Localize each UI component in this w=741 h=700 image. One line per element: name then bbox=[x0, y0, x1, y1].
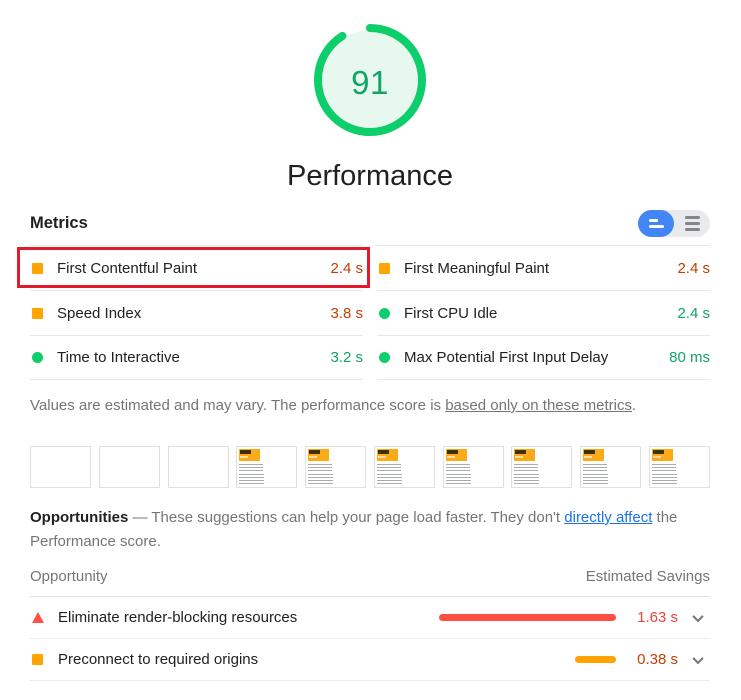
filmstrip bbox=[30, 446, 710, 488]
chevron-down-icon[interactable] bbox=[692, 652, 704, 664]
page-title: Performance bbox=[286, 160, 453, 192]
thumbnail-text-lines bbox=[308, 474, 334, 485]
filmstrip-frame bbox=[648, 446, 710, 488]
opportunity-column-header: Opportunity bbox=[30, 568, 108, 585]
lighthouse-performance-report: 91 Performance Metrics First Contentful … bbox=[0, 24, 741, 681]
metric-item: First CPU Idle 2.4 s bbox=[377, 290, 710, 335]
opportunities-description: Opportunities — These suggestions can he… bbox=[30, 506, 710, 554]
filmstrip-frame bbox=[98, 446, 160, 488]
performance-gauge[interactable]: 91 bbox=[314, 24, 426, 141]
metric-label: First Meaningful Paint bbox=[404, 259, 550, 277]
savings-value: 1.63 s bbox=[637, 609, 678, 626]
metrics-grid: First Contentful Paint 2.4 s First Meani… bbox=[17, 245, 710, 380]
scoring-metrics-link[interactable]: based only on these metrics bbox=[445, 397, 632, 414]
savings-sparkline bbox=[431, 614, 616, 621]
estimated-savings-column-header: Estimated Savings bbox=[585, 568, 710, 585]
metrics-heading: Metrics bbox=[30, 214, 88, 232]
opportunities-desc-text: — These suggestions can help your page l… bbox=[128, 509, 565, 526]
metric-rating-icon bbox=[379, 262, 390, 274]
thumbnail-text-lines bbox=[514, 464, 539, 472]
disclaimer-text: Values are estimated and may vary. The p… bbox=[30, 397, 446, 414]
thumbnail-page-header bbox=[308, 449, 330, 461]
metric-value: 2.4 s bbox=[330, 259, 363, 277]
opportunity-label: Preconnect to required origins bbox=[58, 651, 259, 668]
metric-value: 80 ms bbox=[669, 349, 710, 366]
thumbnail-text-lines bbox=[308, 464, 333, 472]
disclaimer-suffix: . bbox=[631, 397, 637, 414]
thumbnail-text-lines bbox=[239, 474, 265, 485]
thumbnail-page-header bbox=[239, 449, 261, 461]
thumbnail-text-lines bbox=[651, 474, 677, 485]
thumbnail-text-lines bbox=[583, 464, 608, 472]
metric-label: Max Potential First Input Delay bbox=[404, 349, 609, 366]
thumbnail-text-lines bbox=[514, 474, 540, 485]
metric-value: 3.2 s bbox=[330, 349, 363, 366]
average-square-icon bbox=[32, 654, 43, 665]
savings-bar bbox=[439, 614, 616, 621]
thumbnail-page-header bbox=[514, 449, 536, 461]
metric-rating-icon bbox=[379, 352, 390, 363]
metrics-disclaimer: Values are estimated and may vary. The p… bbox=[30, 397, 710, 414]
opportunity-row[interactable]: Preconnect to required origins 0.38 s bbox=[30, 639, 710, 681]
filmstrip-frame bbox=[511, 446, 573, 488]
metric-value: 3.8 s bbox=[330, 304, 363, 322]
metrics-header: Metrics bbox=[30, 210, 710, 237]
metric-label: First CPU Idle bbox=[404, 304, 498, 322]
filmstrip-frame bbox=[580, 446, 642, 488]
metric-rating-icon bbox=[32, 262, 43, 274]
thumbnail-page-header bbox=[583, 449, 605, 461]
condensed-view-icon bbox=[648, 219, 664, 228]
thumbnail-text-lines bbox=[583, 474, 609, 485]
metric-label: Speed Index bbox=[57, 304, 142, 322]
chevron-down-icon[interactable] bbox=[692, 610, 704, 622]
directly-affect-link[interactable]: directly affect bbox=[564, 509, 653, 526]
thumbnail-text-lines bbox=[239, 464, 264, 472]
metric-label: First Contentful Paint bbox=[57, 259, 198, 277]
gauge-score: 91 bbox=[351, 63, 389, 101]
gauge-arc bbox=[314, 24, 426, 136]
filmstrip-frame bbox=[236, 446, 298, 488]
metric-label: Time to Interactive bbox=[57, 349, 180, 366]
thumbnail-text-lines bbox=[445, 474, 471, 485]
gauge-ring bbox=[314, 24, 426, 136]
expanded-view-button[interactable] bbox=[674, 210, 710, 237]
opportunity-label: Eliminate render-blocking resources bbox=[58, 609, 298, 626]
savings-bar bbox=[575, 656, 616, 663]
opportunities-table-header: Opportunity Estimated Savings bbox=[30, 568, 710, 597]
metric-rating-icon bbox=[32, 352, 43, 363]
thumbnail-text-lines bbox=[445, 464, 470, 472]
filmstrip-frame bbox=[442, 446, 504, 488]
metric-item: Max Potential First Input Delay 80 ms bbox=[377, 335, 710, 380]
opportunities-heading: Opportunities bbox=[30, 509, 129, 526]
opportunities-desc-suffix: the Performance score. bbox=[30, 509, 678, 550]
savings-value: 0.38 s bbox=[637, 651, 678, 668]
condensed-view-button[interactable] bbox=[638, 210, 674, 237]
expanded-view-icon bbox=[684, 216, 700, 231]
metric-rating-icon bbox=[379, 307, 390, 319]
thumbnail-page-header bbox=[376, 449, 398, 461]
thumbnail-text-lines bbox=[376, 474, 402, 485]
metric-view-toggle[interactable] bbox=[638, 210, 710, 237]
filmstrip-frame bbox=[305, 446, 367, 488]
metric-item: Speed Index 3.8 s bbox=[30, 290, 363, 335]
filmstrip-frame bbox=[373, 446, 435, 488]
metric-item: First Contentful Paint 2.4 s bbox=[30, 245, 363, 290]
metric-value: 2.4 s bbox=[677, 259, 710, 277]
metric-value: 2.4 s bbox=[677, 304, 710, 322]
thumbnail-page-header bbox=[445, 449, 467, 461]
gauge-fill-circle bbox=[320, 30, 420, 130]
metric-item: First Meaningful Paint 2.4 s bbox=[377, 245, 710, 290]
fail-triangle-icon bbox=[31, 612, 44, 623]
metric-item: Time to Interactive 3.2 s bbox=[30, 335, 363, 380]
savings-sparkline bbox=[431, 656, 616, 663]
filmstrip-frame bbox=[167, 446, 229, 488]
thumbnail-page-header bbox=[651, 449, 673, 461]
thumbnail-text-lines bbox=[651, 464, 676, 472]
filmstrip-frame bbox=[30, 446, 91, 488]
metric-rating-icon bbox=[32, 307, 43, 319]
opportunity-row[interactable]: Eliminate render-blocking resources 1.63… bbox=[30, 597, 710, 639]
thumbnail-text-lines bbox=[376, 464, 401, 472]
